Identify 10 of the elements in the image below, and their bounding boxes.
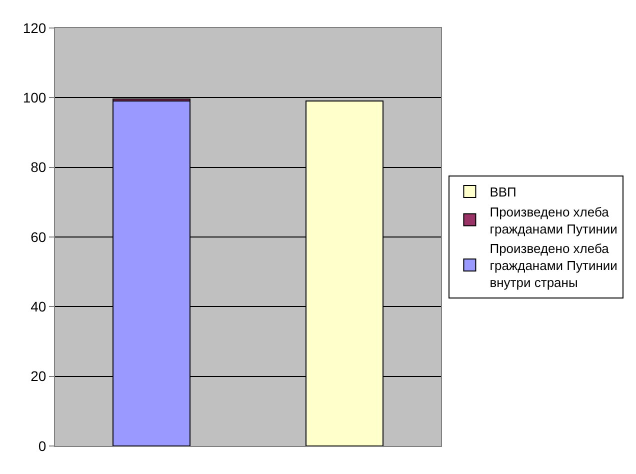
y-tick-label: 20 [30,368,46,384]
legend-label: Произведено хлеба гражданами Путинии [490,204,618,236]
y-tick-label: 60 [30,228,46,245]
legend-label: Произведено хлеба гражданами Путинии внутри страны [490,241,618,290]
y-tick-label: 100 [22,90,46,106]
y-tick-label: 120 [22,20,46,36]
y-tick-label: 0 [38,438,46,454]
legend-label: ВВП [490,184,516,200]
y-tick-label: 40 [30,298,46,315]
y-tick-label: 80 [30,159,46,176]
